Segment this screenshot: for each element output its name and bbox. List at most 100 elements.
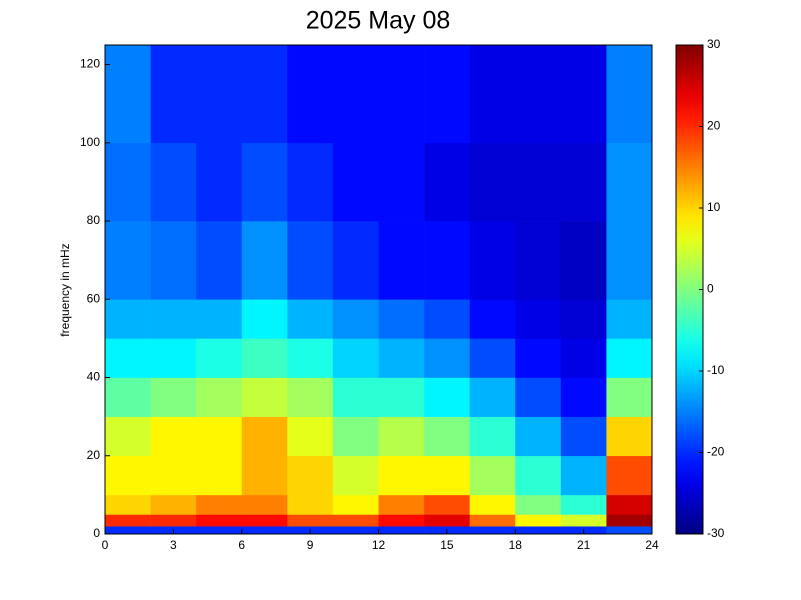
heatmap-cell [378, 455, 425, 496]
colorbar-tick-label: -30 [707, 526, 725, 540]
heatmap-cell [332, 221, 379, 300]
heatmap-cell [560, 455, 607, 496]
heatmap-cell [606, 142, 653, 222]
heatmap-cell [424, 514, 470, 527]
heatmap-cell [196, 338, 243, 378]
x-tick-label: 9 [307, 538, 314, 552]
heatmap-cell [332, 514, 379, 527]
heatmap-cell [287, 377, 334, 417]
colorbar-tick-label: 30 [707, 37, 721, 51]
heatmap-cell [150, 142, 197, 222]
heatmap-cell [424, 221, 470, 300]
heatmap-cell [515, 142, 562, 222]
heatmap-cell [606, 338, 653, 378]
heatmap-cell [241, 221, 288, 300]
heatmap-cell [606, 221, 653, 300]
heatmap-cell [424, 416, 470, 457]
heatmap-cell [424, 45, 470, 144]
y-tick-label: 20 [87, 448, 101, 462]
heatmap-cell [378, 142, 425, 222]
heatmap-cell [560, 142, 607, 222]
colorbar-tick-label: -20 [707, 445, 725, 459]
heatmap-cell [606, 455, 653, 496]
heatmap-cell [424, 299, 470, 339]
heatmap-cell [150, 299, 197, 339]
heatmap-cell [424, 377, 470, 417]
heatmap-cell [105, 455, 151, 496]
heatmap-cell [469, 416, 516, 457]
heatmap-cell [378, 416, 425, 457]
heatmap-cell [287, 221, 334, 300]
heatmap-cell [332, 299, 379, 339]
heatmap-cell [196, 526, 243, 535]
x-tick-label: 6 [238, 538, 245, 552]
heatmap-cell [560, 45, 607, 144]
x-tick-label: 18 [509, 538, 523, 552]
heatmap-cell [196, 416, 243, 457]
heatmap-cell [469, 142, 516, 222]
heatmap-cell [150, 221, 197, 300]
heatmap-cell [241, 494, 288, 515]
heatmap-cell [196, 494, 243, 515]
heatmap-cell [560, 514, 607, 527]
heatmap-cell [378, 45, 425, 144]
x-tick-label: 21 [577, 538, 591, 552]
heatmap-cell [424, 142, 470, 222]
colorbar-tick-label: 0 [707, 282, 714, 296]
heatmap-cell [515, 221, 562, 300]
heatmap-cell [241, 142, 288, 222]
heatmap-cell [105, 416, 151, 457]
heatmap-cell [287, 514, 334, 527]
heatmap-cell [150, 455, 197, 496]
heatmap-cell [606, 514, 653, 527]
heatmap-cell [105, 45, 151, 144]
heatmap-cell [150, 45, 197, 144]
heatmap-cell [424, 455, 470, 496]
heatmap-cell [332, 416, 379, 457]
heatmap-cell [150, 338, 197, 378]
colorbar-tick-label: 20 [707, 119, 721, 133]
heatmap-cell [196, 455, 243, 496]
heatmap-cell [606, 45, 653, 144]
y-tick-label: 40 [87, 370, 101, 384]
heatmap-cell [150, 494, 197, 515]
colorbar-tick-label: 10 [707, 200, 721, 214]
y-tick-label: 100 [80, 135, 100, 149]
heatmap-cell [241, 45, 288, 144]
heatmap-cell [378, 221, 425, 300]
heatmap-cell [469, 494, 516, 515]
heatmap-cell [560, 338, 607, 378]
heatmap-cell [105, 221, 151, 300]
heatmap-cell [560, 416, 607, 457]
heatmap-cell [515, 514, 562, 527]
heatmap-cell [469, 45, 516, 144]
heatmap-cell [469, 526, 516, 535]
heatmap-cell [515, 526, 562, 535]
heatmap-cell [378, 526, 425, 535]
heatmap-cell [332, 494, 379, 515]
heatmap-cell [515, 338, 562, 378]
heatmap-cell [606, 416, 653, 457]
heatmap-cell [241, 526, 288, 535]
heatmap-cell [515, 45, 562, 144]
heatmap-cell [105, 142, 151, 222]
heatmap-cell [469, 299, 516, 339]
heatmap-cell [332, 455, 379, 496]
heatmap-cell [105, 526, 151, 535]
heatmap-cell [241, 455, 288, 496]
heatmap-cell [287, 338, 334, 378]
heatmap-cell [105, 377, 151, 417]
heatmap-cell [105, 338, 151, 378]
heatmap-cell [378, 494, 425, 515]
heatmap-cell [469, 377, 516, 417]
heatmap-cell [560, 299, 607, 339]
heatmap-cell [606, 526, 653, 535]
heatmap-cell [241, 416, 288, 457]
heatmap-cell [469, 221, 516, 300]
x-tick-label: 12 [372, 538, 386, 552]
x-tick-label: 3 [170, 538, 177, 552]
heatmap-cell [287, 416, 334, 457]
heatmap-cell [105, 494, 151, 515]
heatmap-cell [560, 221, 607, 300]
